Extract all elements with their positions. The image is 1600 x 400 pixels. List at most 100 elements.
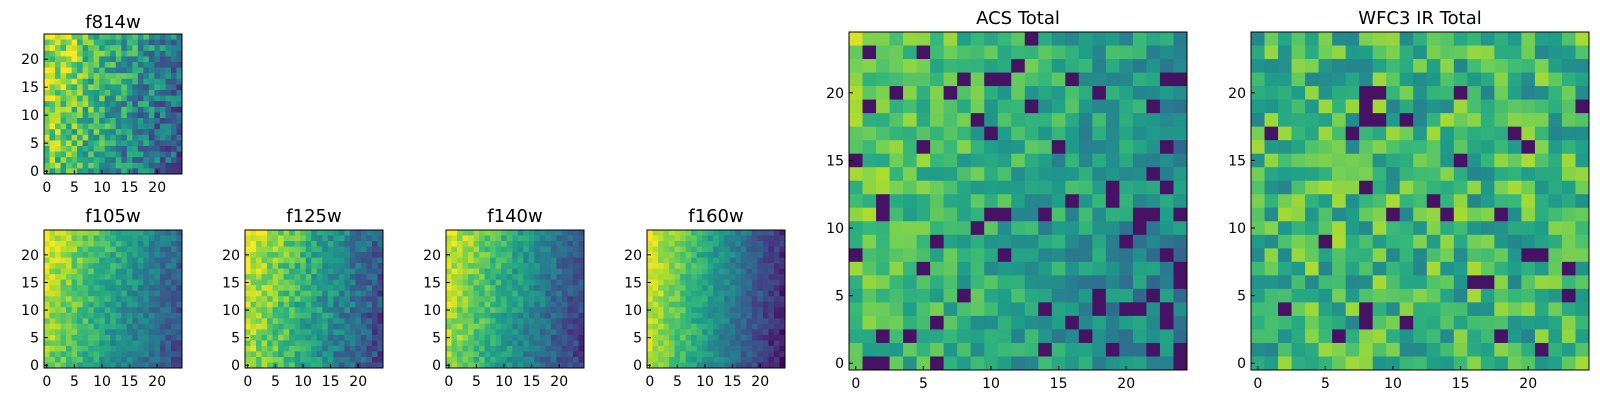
heatmap-cell [849,45,863,60]
heatmap-cell [278,235,285,242]
heatmap-cell [501,351,508,358]
heatmap-cell [997,167,1012,182]
heatmap-cell [355,252,362,258]
heatmap-cell [517,318,524,325]
heatmap-cell [658,263,664,270]
heatmap-cell [60,134,67,141]
heatmap-cell [1332,86,1347,100]
heatmap-cell [1278,126,1292,141]
heatmap-cell [143,162,150,169]
heatmap-cell [44,151,50,158]
heatmap-cell [746,263,753,270]
heatmap-cell [44,230,50,236]
heatmap-cell [88,151,95,158]
heatmap-cell [746,241,753,247]
heatmap-cell [1467,248,1482,263]
heatmap-cell [322,345,329,352]
heatmap-cell [333,274,340,281]
heatmap-cell [707,252,714,258]
heatmap-cell [1534,32,1549,46]
heatmap-cell [66,285,72,292]
heatmap-cell [534,362,541,369]
heatmap-cell [779,257,786,264]
heatmap-cell [44,90,50,96]
heatmap-cell [1291,288,1306,303]
heatmap-cell [93,140,100,147]
heatmap-cell [305,257,312,264]
heatmap-cell [137,362,144,369]
heatmap-cell [1413,99,1428,114]
heatmap-cell [1291,315,1306,330]
heatmap-cell [148,345,155,352]
heatmap-cell [110,62,117,68]
heatmap-cell [1332,153,1347,168]
heatmap-cell [930,288,945,303]
heatmap-cell [88,323,95,330]
x-tick-label: 5 [673,374,682,390]
heatmap-cell [77,246,84,253]
heatmap-cell [740,241,747,247]
heatmap-cells [849,32,1188,371]
heatmap-cell [484,351,491,358]
heatmap-cell [154,62,161,68]
heatmap-cell [1575,180,1590,195]
heatmap-cell [1440,32,1455,46]
heatmap-cell [517,285,524,292]
heatmap-cell [170,356,177,363]
heatmap-cell [773,334,780,341]
heatmap-cell [1011,207,1026,222]
heatmap-cell [159,285,166,292]
heatmap-cell [652,241,659,247]
heatmap-cell [311,329,318,336]
heatmap-cell [245,323,251,330]
heatmap-cell [484,356,491,363]
heatmap-cell [88,307,95,314]
heatmap-cell [1494,234,1509,249]
heatmap-cell [316,329,323,336]
heatmap-cell [495,274,502,281]
heatmap-cell [99,329,106,336]
heatmap-cell [674,345,681,352]
heatmap-cell [344,279,351,286]
heatmap-cell [344,356,351,363]
heatmap-cell [707,296,714,303]
heatmap-cell [462,323,469,330]
heatmap-cell [446,329,452,336]
heatmap-cell [176,334,183,341]
heatmap-cell [77,257,84,264]
heatmap-cell [1305,329,1319,344]
heatmap-cell [355,263,362,270]
heatmap-cell [567,334,574,341]
heatmap-cell [528,252,535,258]
heatmap-cell [121,123,128,130]
heatmap-cell [170,168,177,175]
heatmap-cell [261,307,268,314]
heatmap-cell [1534,275,1549,290]
heatmap-cell [256,285,262,292]
heatmap-cell [165,129,172,136]
heatmap-cell [1426,99,1441,114]
heatmap-cell [729,268,736,275]
heatmap-cell [154,134,161,141]
heatmap-cells [1251,32,1590,371]
heatmap-cell [1467,275,1482,290]
heatmap-cell [762,323,769,330]
heatmap-cell [245,340,251,347]
heatmap-cell [60,279,67,286]
heatmap-cell [305,274,312,281]
y-tick-label: 20 [21,248,39,264]
heatmap-cell [567,241,574,247]
heatmap-cell [534,307,541,314]
heatmap-cell [916,140,931,155]
heatmap-cell [680,356,687,363]
heatmap-cell [1575,207,1590,222]
heatmap-cell [289,279,296,286]
heatmap-cell [294,252,301,258]
heatmap-cell [170,73,177,80]
heatmap-cell [740,307,747,314]
heatmap-cell [479,296,486,303]
heatmap-cell [333,230,340,236]
heatmap-cell [71,241,78,247]
heatmap-cell [862,45,877,60]
heatmap-cell [561,246,568,253]
